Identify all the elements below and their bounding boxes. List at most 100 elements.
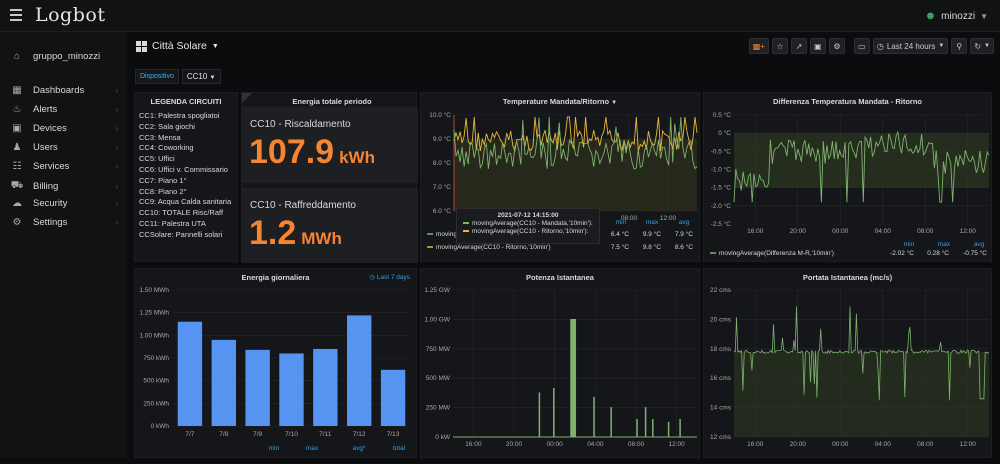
sidebar-item-security[interactable]: ☁ Security ›	[10, 198, 122, 209]
legend-min: 6.4 °C	[611, 230, 629, 238]
sidebar-item-dashboards[interactable]: ▦ Dashboards ›	[10, 85, 122, 96]
y-tick-label: 750 kWh	[143, 355, 169, 362]
panel-info-corner[interactable]	[242, 93, 252, 103]
legend-item: CC8: Piano 2°	[139, 186, 187, 196]
x-tick-label: 00:00	[832, 228, 849, 235]
dashboard-title-picker[interactable]: Città Solare ▼	[136, 40, 219, 52]
legend-stat-head: max	[306, 445, 319, 452]
chevron-down-icon: ▼	[938, 43, 945, 49]
zoom-out-button[interactable]: ⚲	[951, 38, 968, 54]
bar[interactable]	[245, 349, 270, 426]
settings-button[interactable]: ⚙	[828, 38, 845, 54]
star-button[interactable]: ☆	[771, 38, 788, 54]
dashboards-icon: ▦	[12, 85, 22, 96]
bar[interactable]	[313, 348, 338, 426]
add-panel-button[interactable]: ▩+	[748, 38, 769, 54]
legend-avg: 8.6 °C	[675, 243, 693, 251]
services-icon: ☷	[12, 161, 22, 172]
save-button[interactable]: ▣	[809, 38, 826, 54]
chevron-right-icon: ›	[115, 105, 118, 114]
refresh-button[interactable]: ↻ ▼	[970, 38, 994, 54]
dashboard-area: Città Solare ▼ ▩+ ☆ ↗ ▣ ⚙ ▭ ◷ Last 24 ho…	[127, 32, 1000, 458]
x-tick-label: 16:00	[465, 441, 482, 448]
y-tick-label: -1.0 °C	[711, 166, 732, 174]
panel-title-picker[interactable]: Temperature Mandata/Ritorno ▼	[421, 97, 699, 106]
legend-stat-head: avg	[974, 241, 985, 248]
sidebar-item-label: Users	[33, 142, 58, 153]
y-tick-label: 12 cms	[710, 434, 732, 441]
diff-temperature-chart[interactable]: 0.5 °C 0 °C -0.5 °C -1.0 °C -1.5 °C -2.0 °C -2…	[704, 93, 993, 263]
y-tick-label: 1.00 MWh	[139, 332, 169, 339]
x-tick-label: 7/12	[353, 431, 366, 438]
power-chart[interactable]: 1.25 GW 1.00 GW 750 MW 500 MW 250 MW 0 kW 16:0…	[421, 269, 701, 459]
sidebar-org[interactable]: ⌂ gruppo_minozzi	[10, 51, 122, 62]
y-tick-label: 22 cms	[710, 287, 732, 294]
x-tick-label: 04:00	[587, 441, 604, 448]
sidebar-item-alerts[interactable]: ♨ Alerts ›	[10, 104, 122, 115]
x-tick-label: 12:00	[960, 228, 977, 235]
sidebar-item-devices[interactable]: ▣ Devices ›	[10, 123, 122, 134]
y-tick-label: 10.0 °C	[429, 111, 451, 119]
menu-icon[interactable]	[10, 9, 22, 21]
panel-title: Energia giornaliera	[241, 273, 310, 282]
legend-stat-head: min	[269, 445, 280, 452]
panel-title: Temperature Mandata/Ritorno	[502, 97, 610, 106]
ritorno-line	[453, 116, 698, 153]
x-tick-label: 12:00	[660, 215, 677, 222]
sidebar-item-settings[interactable]: ⚙ Settings ›	[10, 217, 122, 228]
legend-max: 9.9 °C	[643, 230, 661, 238]
y-tick-label: -0.5 °C	[711, 147, 732, 155]
panel-title: Differenza Temperatura Mandata - Ritorno	[772, 97, 923, 106]
bar[interactable]	[380, 369, 406, 426]
sidebar-item-services[interactable]: ☷ Services ›	[10, 161, 122, 172]
bar[interactable]	[211, 339, 236, 426]
x-tick-label: 7/10	[285, 431, 298, 438]
chevron-down-icon: ▼	[209, 75, 216, 81]
time-range-picker[interactable]: ◷ Last 24 hours ▼	[872, 38, 949, 54]
sidebar-item-users[interactable]: ♟ Users ›	[10, 142, 122, 153]
heating-number: 107.9	[249, 133, 335, 171]
x-tick-label: 20:00	[506, 441, 523, 448]
legend-item: CC3: Mensa	[139, 132, 181, 142]
bar[interactable]	[177, 321, 203, 426]
diff-temperature-panel: Differenza Temperatura Mandata - Ritorno…	[703, 92, 992, 262]
chevron-down-icon: ▼	[611, 100, 618, 106]
sidebar: ⌂ gruppo_minozzi ▦ Dashboards › ♨ Alerts…	[0, 32, 127, 458]
y-tick-label: 1.25 MWh	[139, 310, 169, 317]
user-icon: ☻	[924, 10, 937, 22]
legend-min: 7.5 °C	[611, 243, 629, 251]
users-icon: ♟	[12, 142, 22, 153]
flow-chart[interactable]: 22 cms 20 cms 18 cms 16 cms 14 cms 12 cms 16:0…	[704, 269, 993, 459]
org-label: gruppo_minozzi	[33, 51, 101, 62]
share-icon: ↗	[795, 41, 803, 51]
legend-max: 0.28 °C	[927, 249, 949, 257]
x-tick-label: 04:00	[875, 441, 892, 448]
chevron-right-icon: ›	[115, 182, 118, 191]
tooltip-time: 2021-07-12 14:15:00	[497, 212, 559, 219]
tooltip-row: movingAverage(CC10 - Ritorno,'10min'):	[463, 228, 599, 235]
tv-mode-button[interactable]: ▭	[853, 38, 870, 54]
temperature-chart[interactable]: 10.0 °C 9.0 °C 8.0 °C 7.0 °C 6.0 °C 08:00 12:0…	[421, 93, 701, 263]
legend-panel: LEGENDA CIRCUITI CC1: Palestra spogliato…	[134, 92, 238, 262]
bar[interactable]	[347, 315, 372, 426]
x-tick-label: 12:00	[960, 441, 977, 448]
daily-energy-chart[interactable]: 1.50 MWh 1.25 MWh 1.00 MWh 750 kWh 500 kWh 25…	[135, 269, 418, 459]
x-tick-label: 08:00	[917, 228, 934, 235]
bar[interactable]	[279, 353, 304, 426]
tooltip-row: movingAverage(CC10 - Mandata,'10min'):	[463, 220, 599, 227]
chevron-right-icon: ›	[115, 86, 118, 95]
sidebar-item-billing[interactable]: ⛟ Billing ›	[10, 180, 122, 193]
legend-item: CC4: Coworking	[139, 143, 194, 153]
legend-avg: 7.9 °C	[675, 230, 693, 238]
legend-series-name[interactable]: movingAverage(CC10 - Ritorno,'10min')	[436, 244, 551, 251]
variable-select[interactable]: CC10 ▼	[181, 69, 221, 84]
cloud-icon: ☁	[12, 198, 22, 209]
user-menu[interactable]: ☻ minozzi ▼	[925, 10, 988, 22]
legend-series-name[interactable]: movingAverage(Differenza M-R,'10min')	[719, 250, 834, 257]
heating-value: 107.9 kWh	[249, 133, 375, 172]
time-override-label: Last 7 days	[376, 274, 410, 281]
share-button[interactable]: ↗	[790, 38, 807, 54]
y-tick-label: -2.5 °C	[711, 220, 732, 228]
top-bar: Logbot ☻ minozzi ▼	[0, 0, 1000, 32]
chart-tooltip: 2021-07-12 14:15:00 movingAverage(CC10 -…	[456, 208, 600, 244]
